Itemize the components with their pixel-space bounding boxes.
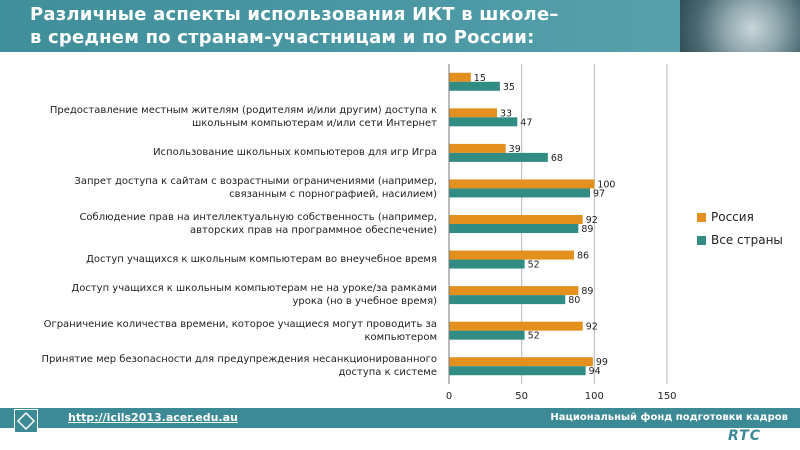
bar-value-label: 92 <box>586 322 598 333</box>
bar-value-label: 89 <box>581 286 593 297</box>
legend-russia: Россия <box>697 210 754 224</box>
rtc-logo: RTC <box>728 428 761 444</box>
category-label: Соблюдение прав на интеллектуальную собс… <box>79 212 437 236</box>
bar-russia <box>449 250 574 260</box>
bar-value-label: 97 <box>593 188 605 199</box>
category-label: Использование школьных компьютеров для и… <box>153 147 437 159</box>
bar-all-countries <box>449 295 566 305</box>
bar-value-label: 94 <box>589 366 601 377</box>
bar-all-countries <box>449 224 579 233</box>
x-tick-label: 150 <box>657 391 676 402</box>
category-label: Доступ учащихся к школьным компьютерам н… <box>71 283 437 308</box>
bar-value-label: 99 <box>596 357 608 368</box>
bar-russia <box>449 108 497 118</box>
title-banner: Различные аспекты использования ИКТ в шк… <box>0 0 800 52</box>
bar-all-countries <box>449 188 590 198</box>
bar-value-label: 15 <box>474 73 486 84</box>
category-label: Ограничение количества времени, которое … <box>43 318 437 343</box>
x-tick-label: 100 <box>585 391 604 402</box>
bar-russia <box>449 321 583 331</box>
legend-all-label: Все страны <box>711 233 783 247</box>
bar-value-label: 33 <box>500 108 512 119</box>
footer-org-name: Национальный фонд подготовки кадров <box>550 412 788 423</box>
bar-russia <box>449 179 595 189</box>
bar-value-label: 52 <box>528 331 540 342</box>
category-label: Предоставление местным жителям (родителя… <box>49 105 437 130</box>
bar-russia <box>449 72 471 82</box>
bar-all-countries <box>449 259 525 269</box>
diamond-icon <box>16 411 36 431</box>
footer-band: http://icils2013.acer.edu.au Национальны… <box>0 408 800 428</box>
legend-russia-label: Россия <box>711 210 754 224</box>
bar-all-countries <box>449 366 586 376</box>
legend-russia-swatch <box>697 213 706 222</box>
bar-value-label: 52 <box>528 260 540 271</box>
bar-russia <box>449 143 506 153</box>
bar-value-label: 92 <box>586 215 598 226</box>
header-photo <box>680 0 800 52</box>
footer: http://icils2013.acer.edu.au Национальны… <box>0 408 800 450</box>
category-label: Запрет доступа к сайтам с возрастными ог… <box>74 176 437 201</box>
category-label: Принятие мер безопасности для предупрежд… <box>41 354 438 379</box>
bar-all-countries <box>449 330 525 340</box>
bar-all-countries <box>449 152 548 162</box>
bar-all-countries <box>449 81 500 91</box>
bar-value-label: 35 <box>503 82 515 93</box>
nav-diamond-button[interactable] <box>14 409 38 433</box>
bar-value-label: 80 <box>568 295 580 306</box>
bar-russia <box>449 215 583 224</box>
bar-value-label: 86 <box>577 251 589 262</box>
category-label: Доступ учащихся к школьным компьютерам в… <box>86 254 437 266</box>
bar-all-countries <box>449 117 518 127</box>
legend-all: Все страны <box>697 233 783 247</box>
bar-value-label: 47 <box>520 117 532 128</box>
bar-value-label: 39 <box>509 144 521 155</box>
title-line-1: Различные аспекты использования ИКТ в шк… <box>30 4 559 25</box>
bar-value-label: 89 <box>581 224 593 235</box>
bar-value-label: 100 <box>597 179 615 190</box>
title-line-2: в среднем по странам-участницам и по Рос… <box>30 27 535 48</box>
bar-russia <box>449 357 593 367</box>
bar-value-label: 68 <box>551 153 563 164</box>
bar-russia <box>449 286 579 296</box>
x-tick-label: 50 <box>515 391 528 402</box>
x-tick-label: 0 <box>446 391 452 402</box>
footer-url-link[interactable]: http://icils2013.acer.edu.au <box>68 411 238 424</box>
legend-all-swatch <box>697 236 706 245</box>
